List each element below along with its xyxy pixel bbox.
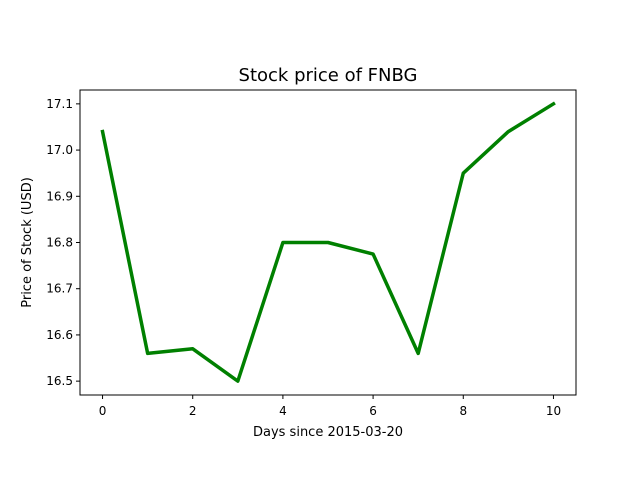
x-tick-label-5: 10 (546, 404, 561, 418)
series-line-0 (100, 101, 556, 383)
plot-area (100, 101, 556, 383)
chart-title: Stock price of FNBG (239, 65, 418, 86)
y-tick-label-1: 16.6 (46, 328, 73, 342)
x-tick-label-3: 6 (369, 404, 377, 418)
x-tick-label-1: 2 (189, 404, 197, 418)
y-tick-label-3: 16.8 (46, 236, 73, 250)
y-axis-label: Price of Stock (USD) (20, 177, 35, 308)
x-axis: 0 2 4 6 8 10 (99, 395, 561, 418)
y-tick-label-0: 16.5 (46, 374, 73, 388)
x-tick-label-2: 4 (279, 404, 287, 418)
x-axis-label: Days since 2015-03-20 (253, 425, 403, 440)
y-tick-label-6: 17.1 (46, 97, 73, 111)
y-tick-label-2: 16.7 (46, 282, 73, 296)
x-tick-label-0: 0 (99, 404, 107, 418)
x-tick-label-4: 8 (459, 404, 467, 418)
y-axis: 16.5 16.6 16.7 16.8 16.9 17.0 17.1 (46, 97, 80, 388)
y-tick-label-5: 17.0 (46, 143, 73, 157)
y-tick-label-4: 16.9 (46, 189, 73, 203)
